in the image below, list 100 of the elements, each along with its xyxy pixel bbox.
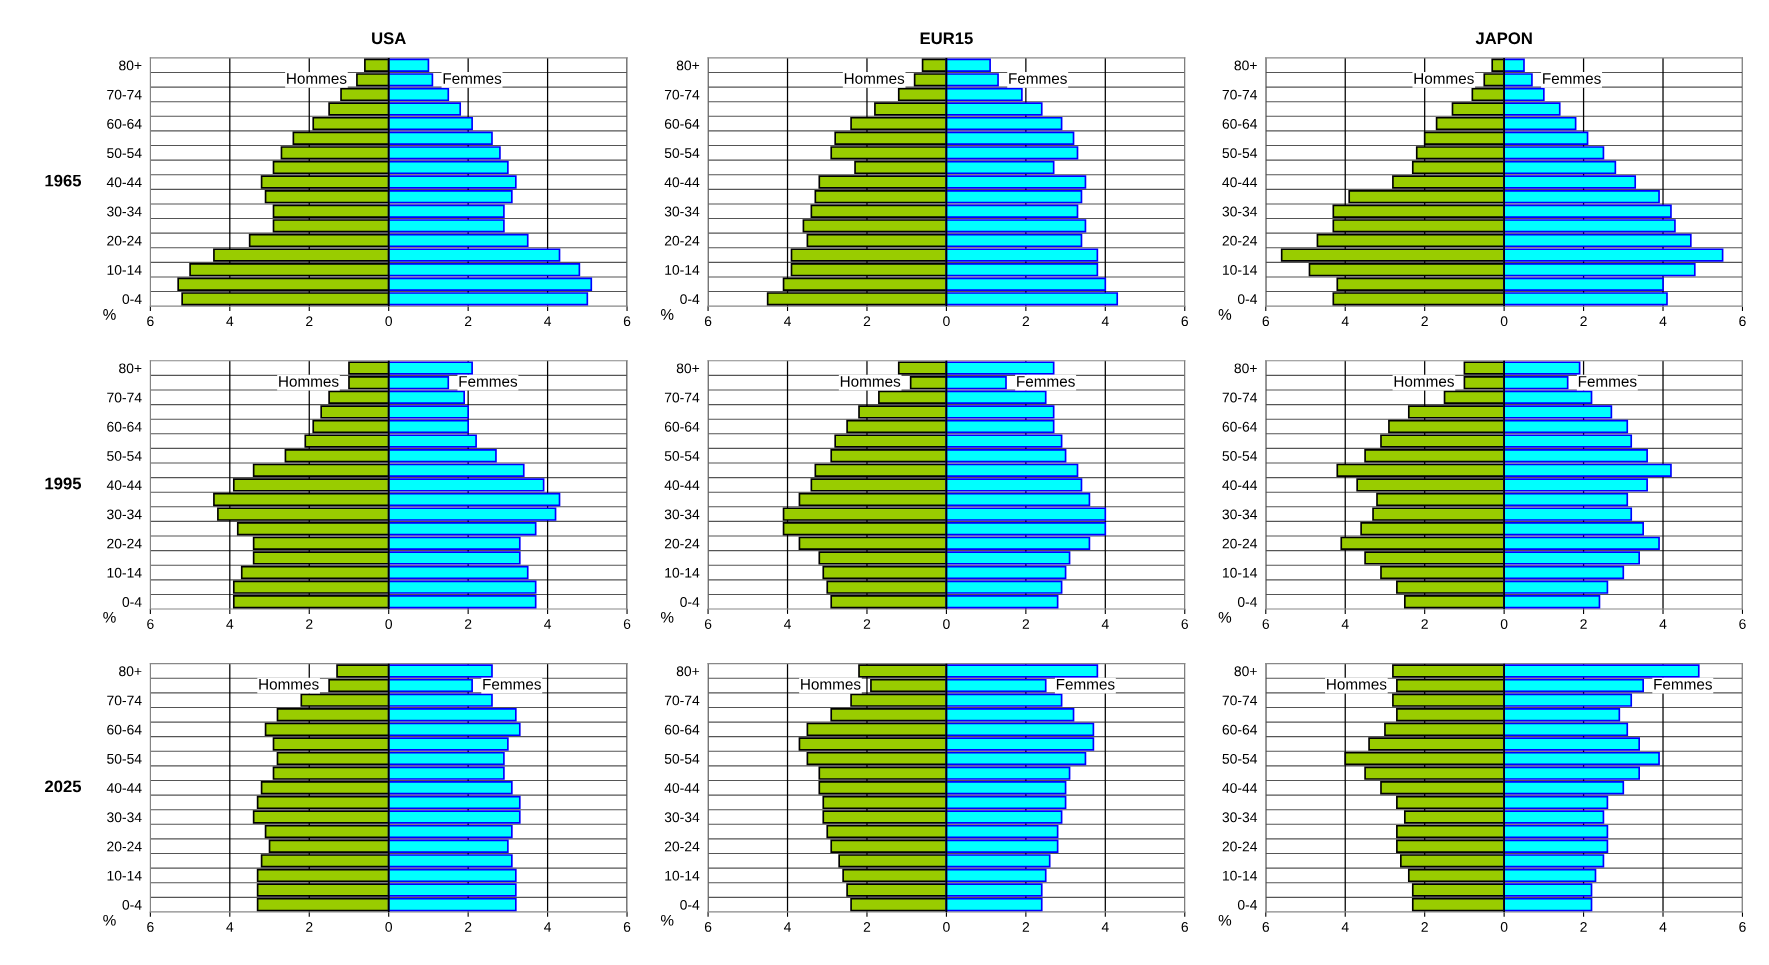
x-tick-label: 2 xyxy=(464,316,472,326)
y-tick-label: 0-4 xyxy=(680,597,700,607)
y-tick-label: 70-74 xyxy=(664,89,700,100)
y-tick-label: 40-44 xyxy=(664,783,700,793)
x-tick-label: 0 xyxy=(943,619,950,629)
series-label: Hommes xyxy=(287,73,347,84)
y-tick-label: 10-14 xyxy=(665,567,700,578)
x-tick-label: 0 xyxy=(1500,619,1508,629)
y-tick-label: 40-44 xyxy=(664,177,700,188)
y-tick-label: 60-64 xyxy=(107,724,142,735)
x-tick-label: 4 xyxy=(1659,619,1667,629)
y-tick-label: 10-14 xyxy=(107,567,142,578)
y-tick-label: 10-14 xyxy=(107,264,142,275)
x-tick-label: 4 xyxy=(783,619,791,629)
y-tick-label: 50-54 xyxy=(664,451,700,461)
series-label: Femmes xyxy=(459,376,518,387)
x-tick-label: 6 xyxy=(704,316,712,327)
x-tick-label: 6 xyxy=(1181,316,1189,327)
x-tick-label: 2 xyxy=(863,922,871,932)
y-tick-label: 60-64 xyxy=(664,724,700,735)
x-tick-label: 2 xyxy=(1421,922,1428,932)
y-tick-label: 80+ xyxy=(119,60,142,71)
y-tick-label: 50-54 xyxy=(664,148,700,158)
series-label: Femmes xyxy=(1543,73,1601,84)
x-tick-label: 4 xyxy=(1341,922,1349,932)
y-tick-label: 30-34 xyxy=(107,206,142,217)
y-tick-label: 50-54 xyxy=(1222,451,1258,461)
x-tick-label: 6 xyxy=(1181,619,1189,629)
x-tick-label: 4 xyxy=(1659,316,1667,326)
x-tick-label: 2 xyxy=(464,922,472,932)
y-tick-label: 40-44 xyxy=(106,177,142,188)
x-tick-label: 4 xyxy=(544,922,552,932)
x-tick-label: 4 xyxy=(1659,922,1667,932)
x-axis-title: % xyxy=(103,309,116,320)
series-label: Femmes xyxy=(1056,679,1115,690)
y-tick-label: 30-34 xyxy=(1222,509,1258,520)
x-tick-label: 6 xyxy=(147,619,154,629)
x-axis-title: % xyxy=(103,612,116,623)
x-tick-label: 4 xyxy=(1101,619,1109,629)
y-tick-label: 40-44 xyxy=(664,480,700,491)
x-tick-label: 0 xyxy=(385,619,393,629)
y-tick-label: 30-34 xyxy=(1222,206,1258,217)
y-tick-label: 20-24 xyxy=(1222,235,1258,246)
y-tick-label: 70-74 xyxy=(664,392,700,403)
x-axis-title: % xyxy=(660,612,674,623)
y-tick-label: 50-54 xyxy=(1222,148,1258,158)
y-tick-label: 70-74 xyxy=(1222,695,1258,706)
y-tick-label: 70-74 xyxy=(1222,392,1258,403)
series-label: Hommes xyxy=(279,376,339,387)
y-tick-label: 40-44 xyxy=(106,783,142,793)
x-tick-label: 0 xyxy=(385,316,393,327)
x-tick-label: 6 xyxy=(1739,619,1746,629)
x-axis-title: % xyxy=(660,309,674,320)
y-tick-label: 60-64 xyxy=(1222,118,1258,129)
x-tick-label: 0 xyxy=(943,316,950,327)
y-tick-label: 30-34 xyxy=(664,509,700,520)
x-tick-label: 6 xyxy=(1739,922,1746,932)
x-tick-label: 0 xyxy=(1500,922,1508,932)
x-tick-label: 2 xyxy=(1421,619,1428,629)
y-tick-label: 70-74 xyxy=(107,695,142,706)
y-tick-label: 60-64 xyxy=(664,118,700,129)
y-tick-label: 0-4 xyxy=(680,899,700,910)
x-tick-label: 2 xyxy=(863,619,871,629)
y-tick-label: 80+ xyxy=(119,666,142,677)
series-label: Hommes xyxy=(1414,73,1474,84)
x-tick-label: 2 xyxy=(1022,619,1030,629)
x-tick-label: 4 xyxy=(226,922,234,932)
x-axis-title: % xyxy=(103,914,116,926)
x-tick-label: 6 xyxy=(1262,619,1270,629)
x-axis-title: % xyxy=(1218,914,1232,926)
y-tick-label: 10-14 xyxy=(665,870,700,881)
x-tick-label: 2 xyxy=(306,619,313,629)
x-axis-title: % xyxy=(660,914,674,926)
x-tick-label: 4 xyxy=(226,316,234,326)
y-tick-label: 80+ xyxy=(1234,60,1257,71)
y-tick-label: 10-14 xyxy=(1223,264,1258,275)
y-tick-label: 30-34 xyxy=(107,509,142,520)
x-tick-label: 2 xyxy=(1421,316,1428,326)
y-tick-label: 70-74 xyxy=(107,89,142,100)
y-tick-label: 30-34 xyxy=(107,812,142,823)
x-axis-title: % xyxy=(1218,612,1232,623)
x-tick-label: 6 xyxy=(147,922,154,932)
y-tick-label: 20-24 xyxy=(1222,841,1258,852)
y-tick-label: 0-4 xyxy=(1237,294,1258,305)
x-tick-label: 2 xyxy=(464,619,472,629)
y-tick-label: 10-14 xyxy=(107,870,142,881)
y-tick-label: 80+ xyxy=(119,363,142,374)
y-tick-label: 20-24 xyxy=(107,235,142,246)
x-tick-label: 2 xyxy=(306,922,313,932)
chart-title: USA xyxy=(372,32,406,45)
y-tick-label: 60-64 xyxy=(1222,724,1258,735)
x-tick-label: 4 xyxy=(1341,619,1349,629)
y-tick-label: 60-64 xyxy=(1222,421,1258,432)
y-tick-label: 50-54 xyxy=(107,753,142,764)
series-label: Hommes xyxy=(840,376,901,387)
y-tick-label: 30-34 xyxy=(664,812,700,823)
series-label: Femmes xyxy=(1654,679,1712,690)
y-tick-label: 60-64 xyxy=(107,118,142,129)
series-label: Femmes xyxy=(483,679,541,690)
series-label: Hommes xyxy=(844,73,905,84)
